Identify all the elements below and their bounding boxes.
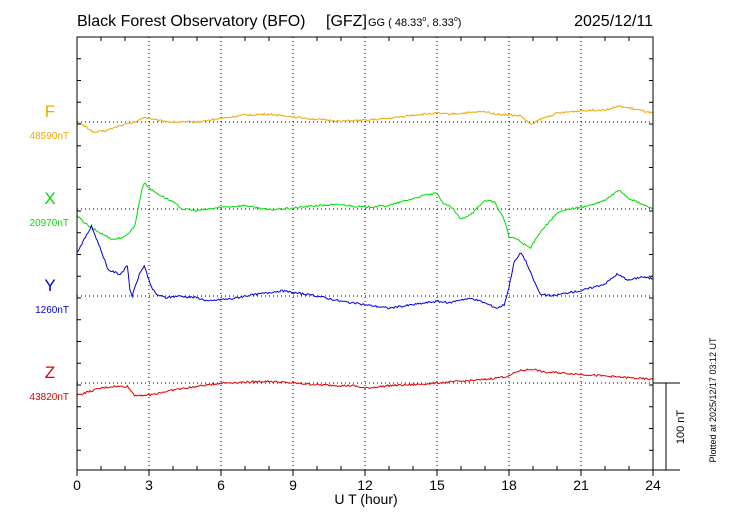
series-line-Y <box>76 223 654 310</box>
x-axis-ticks: 0 3 6 9 12 15 18 21 24 <box>73 36 661 493</box>
x-tick-label-9: 9 <box>289 477 297 493</box>
series-name-F: F <box>45 102 55 121</box>
x-tick-label-3: 3 <box>145 477 153 493</box>
series-curves <box>76 105 654 397</box>
series-baseline-label-F: 48590nT <box>30 131 69 142</box>
x-tick-label-24: 24 <box>645 477 661 493</box>
scale-bar: 100 nT <box>653 382 687 471</box>
series-line-F <box>76 105 654 134</box>
series-baseline-label-X: 20970nT <box>30 218 69 229</box>
series-line-X <box>76 182 654 250</box>
x-tick-label-12: 12 <box>357 477 373 493</box>
series-baseline-label-Z: 43820nT <box>30 392 69 403</box>
grid-lines <box>148 37 582 470</box>
plot-date: 2025/12/11 <box>574 13 653 30</box>
plotted-at-note: Plotted at 2025/12/17 03:12 UT <box>708 337 718 463</box>
x-tick-label-0: 0 <box>73 477 81 493</box>
series-name-Y: Y <box>44 276 55 295</box>
station-coordinates: GG ( 48.33o, 8.33o) <box>368 16 461 29</box>
series-line-Z <box>76 368 654 397</box>
series-baseline-label-Y: 1260nT <box>35 305 69 316</box>
institute-tag: [GFZ] <box>326 13 367 30</box>
x-tick-label-21: 21 <box>573 477 589 493</box>
x-tick-label-18: 18 <box>501 477 517 493</box>
series-name-X: X <box>44 189 55 208</box>
x-tick-label-6: 6 <box>217 477 225 493</box>
x-tick-label-15: 15 <box>429 477 445 493</box>
series-labels: F 48590nT X 20970nT Y 1260nT Z 43820nT <box>30 102 69 403</box>
x-axis-title: U T (hour) <box>334 491 397 507</box>
series-name-Z: Z <box>45 363 55 382</box>
station-title: Black Forest Observatory (BFO) <box>77 13 306 30</box>
scale-bar-label: 100 nT <box>675 410 687 445</box>
